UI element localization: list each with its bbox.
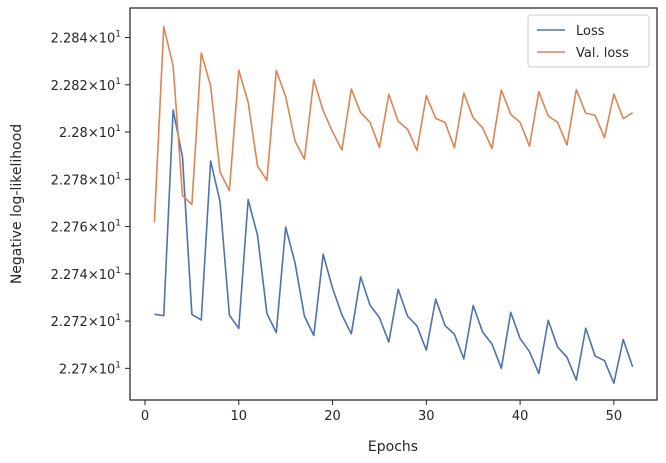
series-layer — [153, 25, 634, 385]
plot-area — [130, 8, 657, 400]
x-tick-label: 10 — [231, 409, 248, 424]
y-tick-label: 2.276×101 — [51, 219, 121, 236]
x-tick-label: 50 — [606, 409, 623, 424]
y-axis-ticks: 2.27×101 2.272×101 2.274×101 2.276×101 2.278… — [51, 30, 130, 377]
legend-label-0: Loss — [576, 24, 605, 39]
y-tick-label: 2.284×101 — [51, 30, 121, 47]
series-line-0 — [154, 109, 634, 385]
series-line-1 — [153, 25, 634, 223]
y-tick-label: 2.274×101 — [51, 266, 121, 283]
y-axis-label: Negative log-likelihood — [9, 124, 25, 284]
x-tick-label: 30 — [418, 409, 435, 424]
x-tick-label: 40 — [512, 409, 529, 424]
x-tick-label: 0 — [141, 409, 149, 424]
x-axis-ticks: 0 10 20 30 40 50 — [141, 400, 622, 424]
legend: Loss Val. loss — [527, 14, 650, 68]
legend-label-1: Val. loss — [576, 46, 629, 61]
y-tick-label: 2.28×101 — [59, 124, 121, 141]
legend-box — [527, 14, 650, 68]
x-axis-label: Epochs — [368, 439, 418, 455]
y-tick-label: 2.27×101 — [59, 360, 121, 377]
y-tick-label: 2.282×101 — [51, 77, 121, 94]
y-tick-label: 2.278×101 — [51, 171, 121, 188]
axes-frame — [129, 7, 658, 401]
x-tick-label: 20 — [324, 409, 341, 424]
y-tick-label: 2.272×101 — [51, 313, 121, 330]
